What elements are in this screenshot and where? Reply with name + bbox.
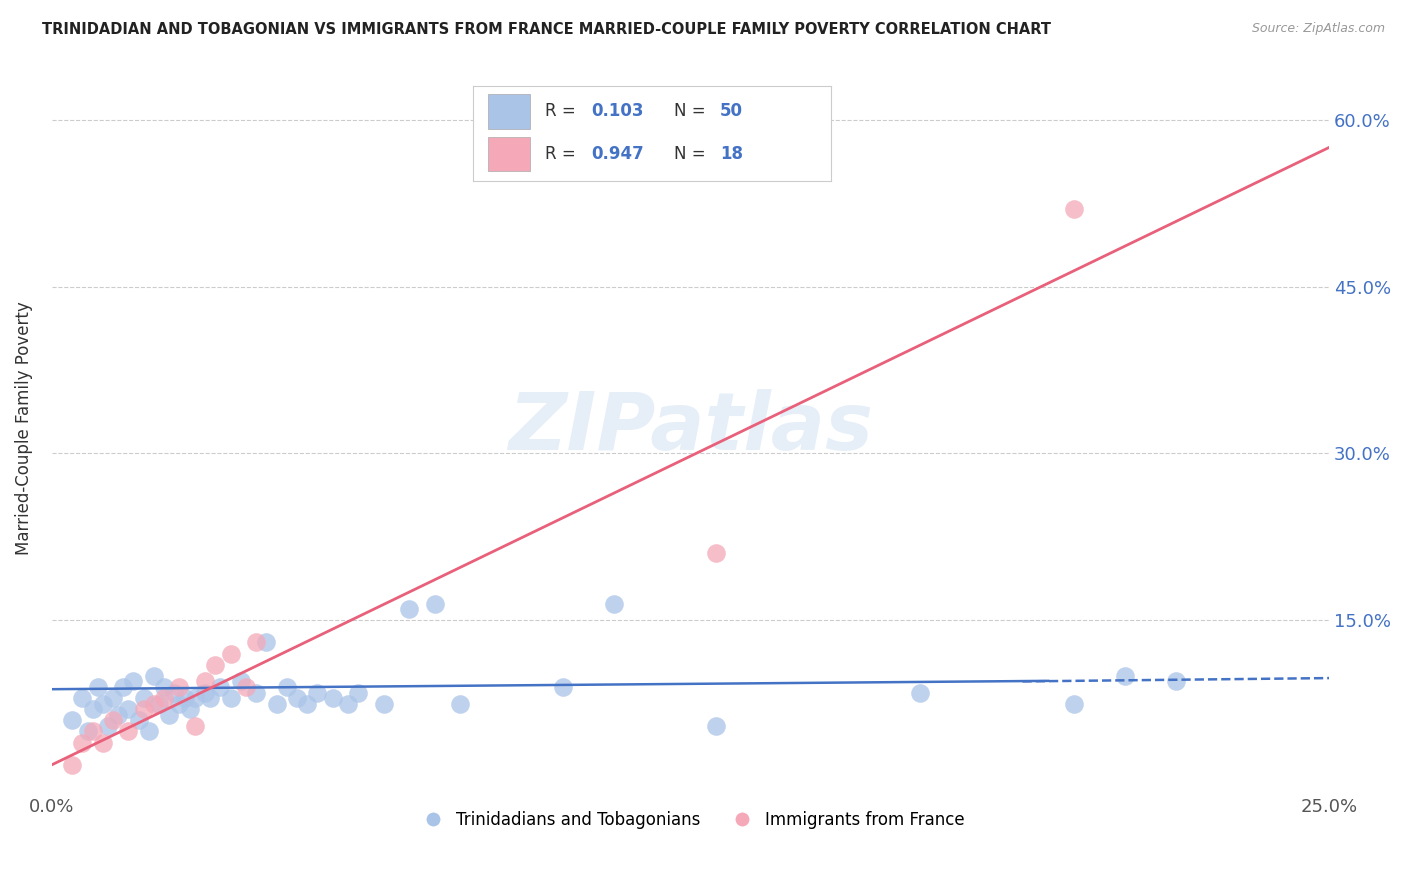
Point (245, 635, 267, 649)
Point (347, 685, 370, 699)
Point (1063, 697, 1085, 711)
Point (266, 697, 288, 711)
Point (704, 719, 727, 733)
Point (603, 597, 626, 611)
Legend: Trinidadians and Tobagonians, Immigrants from France: Trinidadians and Tobagonians, Immigrants… (409, 804, 972, 835)
Point (204, 657, 226, 672)
Point (373, 697, 395, 711)
Point (91, 736, 114, 750)
Point (117, 724, 139, 739)
Point (450, 697, 472, 711)
Y-axis label: Married-Couple Family Poverty: Married-Couple Family Poverty (15, 301, 32, 555)
Point (423, 597, 446, 611)
Point (97, 719, 120, 733)
Point (148, 697, 170, 711)
Point (198, 691, 221, 706)
Point (235, 680, 257, 694)
Point (179, 702, 201, 716)
Point (138, 724, 160, 739)
Point (229, 674, 252, 689)
Point (112, 680, 135, 694)
Point (219, 691, 242, 706)
Text: TRINIDADIAN AND TOBAGONIAN VS IMMIGRANTS FROM FRANCE MARRIED-COUPLE FAMILY POVER: TRINIDADIAN AND TOBAGONIAN VS IMMIGRANTS… (42, 22, 1052, 37)
Point (322, 691, 344, 706)
Point (157, 707, 180, 722)
Point (76, 724, 98, 739)
Point (551, 680, 574, 694)
Point (117, 702, 139, 716)
Point (101, 714, 124, 728)
Point (398, 602, 420, 616)
Point (1164, 674, 1187, 689)
Point (153, 680, 176, 694)
Point (169, 680, 191, 694)
Point (72, 736, 94, 750)
Point (184, 719, 207, 733)
Point (153, 691, 176, 706)
Point (132, 702, 155, 716)
Point (82, 702, 104, 716)
Point (82, 724, 104, 739)
Text: ZIPatlas: ZIPatlas (508, 389, 873, 467)
Point (122, 674, 145, 689)
Point (163, 685, 186, 699)
Point (72, 691, 94, 706)
Point (245, 685, 267, 699)
Point (132, 691, 155, 706)
Point (173, 691, 195, 706)
Point (169, 697, 191, 711)
Point (219, 647, 242, 661)
Point (107, 707, 129, 722)
Point (910, 685, 932, 699)
Point (254, 635, 277, 649)
Point (87, 680, 110, 694)
Point (184, 691, 207, 706)
Point (276, 680, 298, 694)
Point (91, 697, 114, 711)
Point (60, 757, 83, 772)
Point (101, 691, 124, 706)
Point (704, 547, 727, 561)
Point (285, 691, 308, 706)
Point (337, 697, 360, 711)
Point (307, 685, 329, 699)
Point (1063, 202, 1085, 216)
Point (194, 685, 217, 699)
Point (295, 697, 318, 711)
Point (142, 697, 165, 711)
Point (128, 714, 150, 728)
Text: Source: ZipAtlas.com: Source: ZipAtlas.com (1251, 22, 1385, 36)
Point (142, 669, 165, 683)
Point (209, 680, 232, 694)
Point (1114, 669, 1136, 683)
Point (60, 714, 83, 728)
Point (194, 674, 217, 689)
